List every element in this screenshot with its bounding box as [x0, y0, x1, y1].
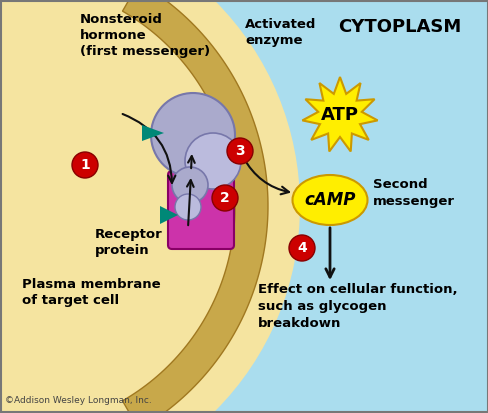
Polygon shape: [122, 0, 267, 413]
Circle shape: [226, 138, 252, 164]
Text: 3: 3: [235, 144, 244, 158]
Text: Receptor
protein: Receptor protein: [95, 228, 163, 257]
Text: cAMP: cAMP: [304, 191, 355, 209]
Text: Plasma membrane
of target cell: Plasma membrane of target cell: [22, 278, 160, 307]
Text: Nonsteroid
hormone
(first messenger): Nonsteroid hormone (first messenger): [80, 13, 210, 58]
FancyBboxPatch shape: [168, 171, 234, 249]
Text: Activated
enzyme: Activated enzyme: [244, 18, 316, 47]
Polygon shape: [160, 206, 178, 224]
FancyArrowPatch shape: [188, 156, 194, 168]
Polygon shape: [302, 77, 377, 152]
FancyArrowPatch shape: [122, 114, 175, 183]
Circle shape: [151, 93, 235, 177]
Circle shape: [72, 152, 98, 178]
Circle shape: [184, 133, 241, 189]
Ellipse shape: [292, 175, 367, 225]
FancyArrowPatch shape: [325, 228, 333, 277]
Text: CYTOPLASM: CYTOPLASM: [338, 18, 461, 36]
Text: ©Addison Wesley Longman, Inc.: ©Addison Wesley Longman, Inc.: [5, 396, 151, 405]
Text: 1: 1: [80, 158, 90, 172]
Text: 4: 4: [297, 241, 306, 255]
Polygon shape: [142, 125, 163, 141]
FancyArrowPatch shape: [243, 157, 288, 194]
Text: 2: 2: [220, 191, 229, 205]
Circle shape: [0, 0, 299, 413]
FancyArrowPatch shape: [186, 180, 193, 225]
Circle shape: [288, 235, 314, 261]
Text: ATP: ATP: [320, 106, 358, 124]
Circle shape: [175, 194, 201, 220]
Text: Second
messenger: Second messenger: [372, 178, 454, 207]
Circle shape: [172, 167, 207, 203]
Text: Effect on cellular function,
such as glycogen
breakdown: Effect on cellular function, such as gly…: [258, 283, 457, 330]
Circle shape: [212, 185, 238, 211]
